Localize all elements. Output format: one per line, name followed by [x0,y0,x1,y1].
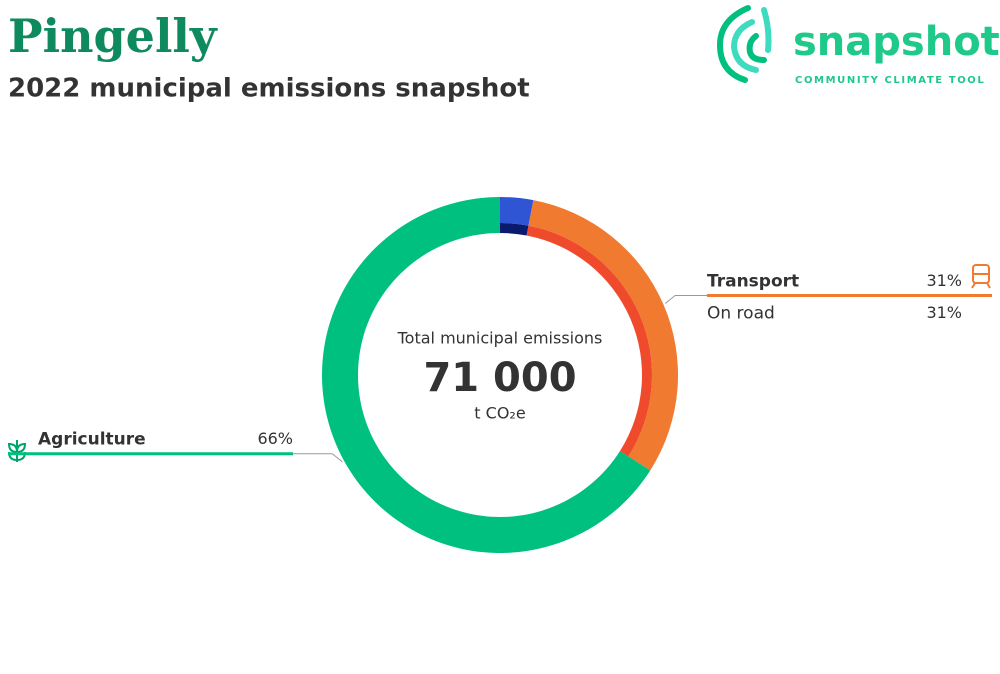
category-value: 66% [257,429,293,448]
leader-line [664,295,707,304]
sub-value: 31% [926,303,962,322]
unit: t CO₂e [474,404,525,423]
logo-tagline: COMMUNITY CLIMATE TOOL [795,75,985,86]
center-title: Total municipal emissions [397,329,603,348]
category-label: Agriculture [38,430,146,450]
agriculture-icon [7,440,27,462]
subtitle: 2022 municipal emissions snapshot [8,74,530,104]
category-value: 31% [926,271,962,290]
sub-segment [500,223,529,236]
segment [500,197,534,226]
total: 71 000 [423,355,576,401]
logo-mark [716,5,772,83]
logo-name: snapshot [793,19,1000,65]
sub-segment [526,225,652,457]
title: Pingelly [8,9,218,63]
transport-icon [971,264,991,289]
segment [528,200,678,471]
category-label: Transport [707,272,799,292]
leader-line [293,453,343,463]
sub-label: On road [707,304,775,324]
